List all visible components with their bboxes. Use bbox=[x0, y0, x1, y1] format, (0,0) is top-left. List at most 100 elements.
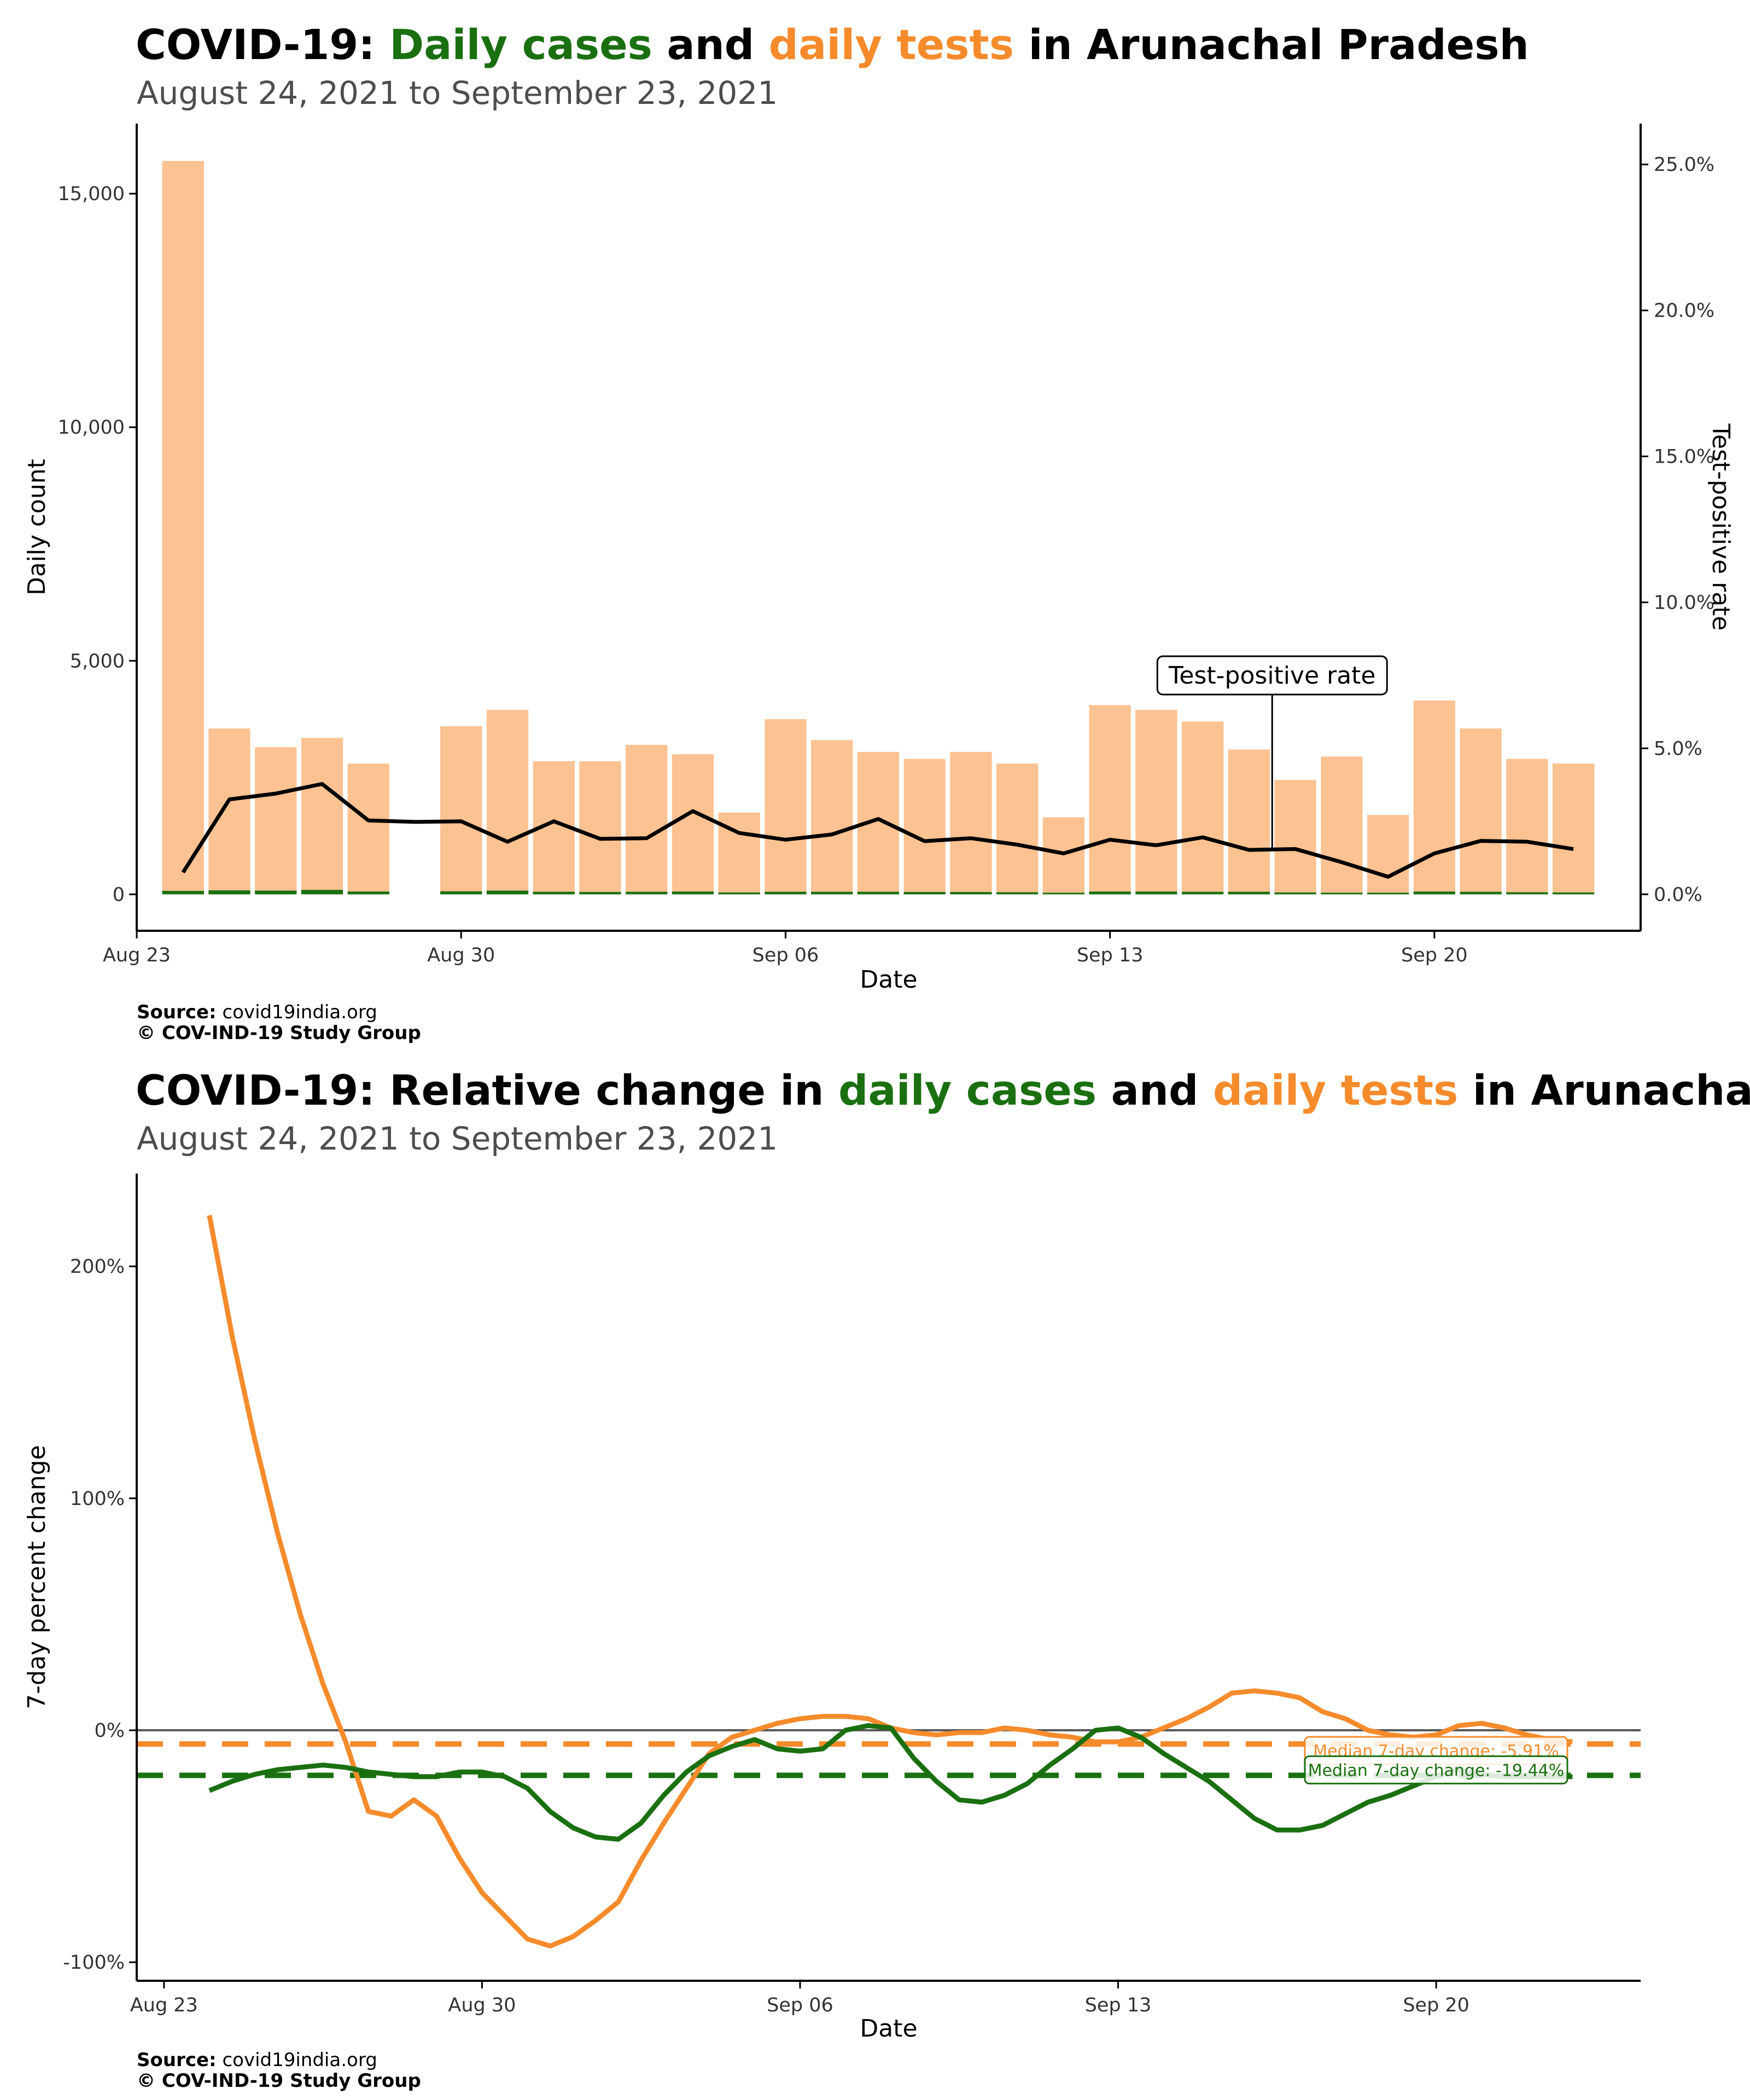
top-x-tick-label: Sep 06 bbox=[752, 944, 819, 966]
cases-bar-Sep 10 bbox=[950, 892, 992, 895]
tests-bars bbox=[162, 161, 1595, 895]
bottom-chart-subtitle: August 24, 2021 to September 23, 2021 bbox=[137, 1120, 778, 1157]
cases-bar-Sep 19 bbox=[1367, 892, 1409, 895]
tests-bar-Aug 27 bbox=[301, 738, 343, 895]
tests-bar-Sep 10 bbox=[950, 751, 992, 895]
tests-bar-Aug 30 bbox=[440, 726, 482, 895]
cases-median-label-box bbox=[1304, 1755, 1568, 1784]
tpr-annotation-box bbox=[1156, 655, 1388, 696]
bottom-title-part-2: and bbox=[1096, 1066, 1213, 1115]
bottom-copyright: © COV-IND-19 Study Group bbox=[137, 2070, 421, 2092]
cases-bar-Aug 30 bbox=[440, 891, 482, 895]
tests-bar-Sep 21 bbox=[1460, 728, 1502, 895]
tests-bar-Sep 07 bbox=[811, 740, 853, 895]
cases-bar-Sep 04 bbox=[672, 891, 714, 895]
top-y2-tick-label: 5.0% bbox=[1654, 738, 1702, 760]
tests-bar-Sep 14 bbox=[1135, 709, 1177, 895]
cases-bar-Sep 09 bbox=[903, 892, 946, 895]
cases-bar-Sep 02 bbox=[579, 892, 621, 895]
tests-bar-Aug 24 bbox=[162, 161, 204, 895]
cases-bar-Aug 24 bbox=[162, 890, 204, 895]
tests-bar-Sep 18 bbox=[1321, 756, 1363, 895]
bottom-title-part-4: in Arunachal Pradesh bbox=[1458, 1066, 1750, 1115]
tests-bar-Sep 17 bbox=[1274, 780, 1316, 895]
tests-bar-Sep 11 bbox=[996, 763, 1039, 895]
bottom-title-part-1: daily cases bbox=[838, 1066, 1096, 1115]
bottom-x-tick-label: Aug 30 bbox=[448, 1994, 516, 2016]
tests-change-line bbox=[207, 1215, 1573, 1949]
top-y-tick-label: 15,000 bbox=[58, 183, 125, 205]
top-title-part-1: Daily cases bbox=[389, 20, 652, 69]
top-y2-tick-label: 15.0% bbox=[1654, 446, 1714, 468]
median-labels: Median 7-day change: -5.91%Median 7-day … bbox=[1304, 1736, 1568, 1784]
cases-bar-Sep 17 bbox=[1274, 892, 1316, 895]
bottom-source-line: Source: covid19india.org bbox=[137, 2049, 377, 2071]
bottom-source-value: covid19india.org bbox=[217, 2049, 377, 2071]
top-x-tick-label: Aug 23 bbox=[103, 944, 171, 966]
top-y2-tick-label: 20.0% bbox=[1654, 300, 1714, 322]
cases-bar-Sep 20 bbox=[1413, 891, 1456, 895]
top-y2-tick-label: 25.0% bbox=[1654, 154, 1714, 176]
top-y2-tick-label: 10.0% bbox=[1654, 592, 1714, 614]
cases-bar-Sep 13 bbox=[1089, 891, 1131, 895]
bottom-x-tick-label: Sep 06 bbox=[767, 1994, 833, 2016]
tests-bar-Sep 19 bbox=[1367, 815, 1409, 895]
cases-bar-Sep 21 bbox=[1460, 891, 1502, 895]
bottom-y-tick-label: 200% bbox=[70, 1256, 125, 1278]
top-y2-axis-title: Test-positive rate bbox=[1707, 423, 1735, 631]
top-y2-tick-label: 0.0% bbox=[1654, 884, 1702, 906]
bottom-y-axis-title: 7-day percent change bbox=[23, 1445, 51, 1709]
cases-bar-Sep 12 bbox=[1042, 892, 1085, 895]
cases-bar-Sep 14 bbox=[1135, 891, 1177, 895]
tests-bar-Aug 31 bbox=[486, 709, 529, 895]
top-source-value: covid19india.org bbox=[217, 1001, 377, 1023]
top-x-tick-label: Aug 30 bbox=[427, 944, 495, 966]
top-y-axis-title: Daily count bbox=[23, 459, 51, 595]
top-x-tick-label: Sep 13 bbox=[1077, 944, 1144, 966]
cases-bar-Aug 25 bbox=[208, 890, 250, 895]
cases-change-line bbox=[208, 1723, 1573, 1842]
cases-bar-Aug 26 bbox=[255, 890, 297, 895]
tpr-annotation-label: Test-positive rate bbox=[1168, 662, 1375, 690]
top-axes: 0 5,000 10,000 15,000 0.0% 5.0% 10.0% 15.0% 20.0… bbox=[23, 124, 1735, 994]
bottom-axes: -100% 0% 100% 200% Aug 23 Aug 30 Sep 06 Sep 13 S… bbox=[23, 1174, 1641, 2043]
tests-bar-Sep 04 bbox=[672, 754, 714, 895]
top-x-tick-label: Sep 20 bbox=[1401, 944, 1468, 966]
cases-bar-Sep 22 bbox=[1506, 892, 1548, 895]
top-chart-title: COVID-19: Daily cases and daily tests in… bbox=[136, 20, 1529, 69]
cases-bar-Sep 11 bbox=[996, 892, 1039, 895]
tests-bar-Sep 03 bbox=[626, 745, 668, 895]
bottom-chart-title: COVID-19: Relative change in daily cases… bbox=[136, 1066, 1750, 1115]
cases-bar-Aug 31 bbox=[486, 890, 529, 895]
bottom-title-part-3: daily tests bbox=[1213, 1066, 1458, 1115]
tests-bar-Sep 09 bbox=[903, 759, 946, 895]
tests-bar-Sep 13 bbox=[1089, 705, 1131, 895]
top-y-tick-label: 5,000 bbox=[70, 650, 125, 672]
top-title-part-0: COVID-19: bbox=[136, 20, 389, 69]
cases-bar-Sep 15 bbox=[1182, 891, 1224, 895]
bottom-title-part-0: COVID-19: Relative change in bbox=[136, 1066, 838, 1115]
bottom-y-tick-label: -100% bbox=[63, 1952, 125, 1974]
top-chart-subtitle: August 24, 2021 to September 23, 2021 bbox=[137, 74, 778, 112]
bottom-panel: COVID-19: Relative change in daily cases… bbox=[23, 1066, 1750, 2092]
top-panel: COVID-19: Daily cases and daily tests in… bbox=[23, 20, 1735, 1044]
bottom-x-axis-title: Date bbox=[860, 2015, 917, 2043]
top-title-part-3: daily tests bbox=[769, 20, 1014, 69]
tests-bar-Aug 26 bbox=[255, 747, 297, 895]
tests-bar-Sep 23 bbox=[1552, 763, 1595, 895]
tests-bar-Aug 28 bbox=[347, 763, 389, 895]
tests-bar-Sep 16 bbox=[1228, 749, 1270, 895]
tests-bar-Sep 20 bbox=[1413, 700, 1456, 895]
cases-bars bbox=[162, 890, 1595, 895]
top-title-part-2: and bbox=[652, 20, 769, 69]
bottom-y-tick-label: 100% bbox=[70, 1488, 125, 1510]
bottom-x-tick-label: Sep 13 bbox=[1085, 1994, 1152, 2016]
top-source-label: Source: bbox=[137, 1001, 217, 1023]
top-title-part-4: in Arunachal Pradesh bbox=[1014, 20, 1529, 69]
cases-bar-Aug 28 bbox=[347, 891, 389, 895]
tests-bar-Sep 22 bbox=[1506, 759, 1548, 895]
tests-bar-Sep 06 bbox=[765, 719, 807, 895]
tests-bar-Sep 12 bbox=[1042, 817, 1085, 895]
cases-bar-Sep 03 bbox=[626, 891, 668, 895]
